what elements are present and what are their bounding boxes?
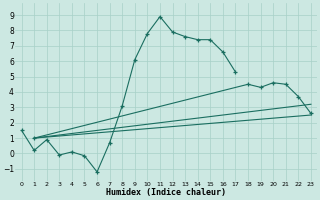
X-axis label: Humidex (Indice chaleur): Humidex (Indice chaleur): [106, 188, 226, 197]
